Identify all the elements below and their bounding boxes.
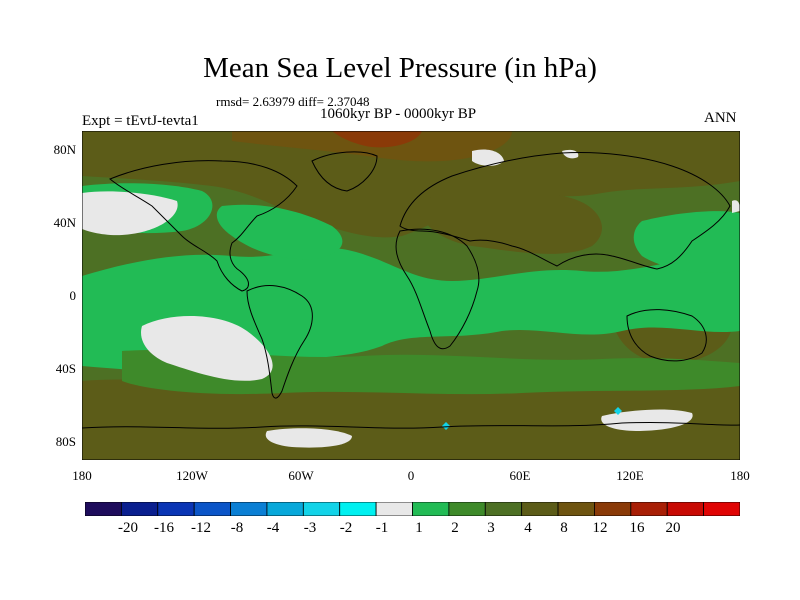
lon-label-180e: 180 (730, 468, 750, 483)
antarctic-negative-spot (614, 407, 622, 415)
colorbar-swatch (521, 502, 559, 516)
coastlines (82, 151, 740, 429)
south-pacific-grey-patch (141, 315, 273, 381)
colorbar-swatch (85, 502, 122, 516)
lon-label-0: 0 (407, 468, 415, 483)
colorbar-swatch (230, 502, 268, 516)
colorbar-swatch (266, 502, 304, 516)
colorbar-label: 1 (415, 520, 423, 536)
colorbar-swatch (193, 502, 231, 516)
stats-text: rmsd= 2.63979 diff= 2.37048 (216, 94, 370, 109)
colorbar-label: -12 (191, 520, 211, 536)
colorbar-swatch (630, 502, 668, 516)
arctic-grey-patch-1 (472, 149, 504, 166)
lat-label-40n: 40N (53, 215, 76, 230)
colorbar-swatch (666, 502, 705, 516)
colorbar-label: -20 (118, 520, 138, 536)
lat-label-80n: 80N (53, 142, 76, 157)
coast-antarctica (82, 422, 740, 429)
colorbar-label: -16 (154, 520, 174, 536)
southern-brown-band (82, 378, 740, 460)
colorbar-swatch (120, 502, 159, 516)
coast-eurasia (399, 152, 731, 270)
north-atlantic-green (216, 204, 343, 260)
colorbar-swatch (412, 502, 450, 516)
season-label: ANN (704, 110, 737, 126)
colorbar-label: 16 (629, 520, 645, 536)
colorbar-label: -4 (266, 520, 280, 536)
north-pacific-grey-patch (82, 191, 178, 236)
lon-label-60e: 60E (509, 468, 531, 483)
southern-ocean-mid-green (122, 349, 740, 395)
arctic-grey-patch-2 (562, 149, 579, 159)
colorbar-label: -2 (339, 520, 353, 536)
lon-label-120w: 120W (176, 468, 208, 483)
east-pacific-grey-sliver (732, 200, 740, 213)
lon-label-120e: 120E (616, 468, 644, 483)
colorbar (85, 502, 740, 516)
lat-label-40s: 40S (55, 361, 76, 376)
colorbar-label: 12 (592, 520, 608, 536)
colorbar-label: 2 (451, 520, 459, 536)
antarctic-grey-patch-east (601, 409, 693, 431)
pressure-difference-map (82, 131, 740, 460)
lon-label-60w: 60W (288, 468, 314, 483)
colorbar-label: -3 (303, 520, 317, 536)
colorbar-swatch (594, 502, 632, 516)
coast-africa (395, 228, 480, 350)
colorbar-swatch (375, 502, 413, 516)
colorbar-swatch (557, 502, 595, 516)
antarctic-grey-patch-west (265, 428, 352, 448)
colorbar-swatch (484, 502, 523, 516)
antarctic-negative-spot-2 (442, 422, 450, 430)
colorbar-swatch (302, 502, 341, 516)
west-pacific-green (633, 211, 740, 273)
coast-north-america (109, 160, 298, 292)
colorbar-label: 20 (665, 520, 681, 536)
colorbar-swatch (703, 502, 740, 516)
experiment-label: Expt = tEvtJ-tevta1 (82, 113, 199, 129)
colorbar-label: 8 (560, 520, 568, 536)
colorbar-label: -1 (375, 520, 389, 536)
colorbar-label: -8 (230, 520, 244, 536)
lon-label-180w: 180 (72, 468, 92, 483)
colorbar-label: 4 (524, 520, 532, 536)
map-title: Mean Sea Level Pressure (in hPa) (203, 52, 597, 84)
lat-label-eq: 0 (69, 288, 77, 303)
period-text: 1060kyr BP - 0000kyr BP (320, 106, 477, 122)
coast-greenland (311, 151, 378, 192)
lat-label-80s: 80S (55, 434, 76, 449)
coast-south-america (246, 285, 313, 399)
arctic-rust-zone (332, 131, 422, 148)
colorbar-swatch (157, 502, 195, 516)
coast-australia (626, 309, 707, 362)
colorbar-label: 3 (487, 520, 495, 536)
colorbar-swatch (448, 502, 486, 516)
colorbar-swatch (339, 502, 377, 516)
